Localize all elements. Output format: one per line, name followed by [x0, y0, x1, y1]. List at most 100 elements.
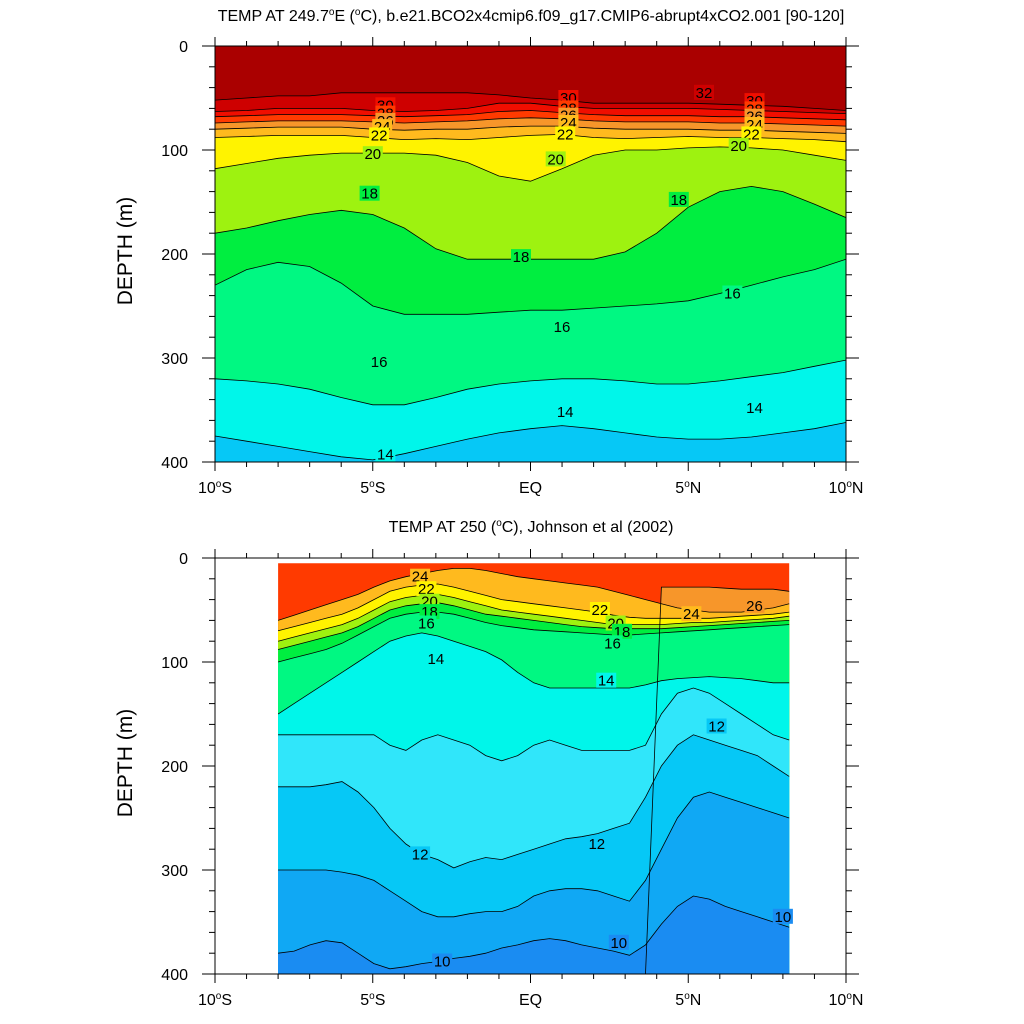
x-tick-label: 5oN	[675, 479, 701, 497]
y-tick-label: 200	[161, 759, 188, 776]
isotherm-10	[278, 895, 790, 970]
isotherm-26	[215, 117, 846, 127]
contour-label-bg	[728, 137, 749, 153]
x-tick-label: EQ	[519, 480, 542, 497]
y-tick-label: 100	[161, 143, 188, 160]
isotherm-12	[215, 422, 846, 461]
y-tick-label: 400	[161, 967, 188, 984]
contour-label-bg	[608, 934, 629, 950]
contour-label: 20	[730, 138, 747, 155]
contour-label-bg	[419, 604, 440, 620]
isotherm-30	[215, 102, 846, 114]
panel-top-title: TEMP AT 249.7oE (oC), b.e21.BCO2x4cmip6.…	[218, 7, 845, 25]
y-tick-label: 100	[161, 655, 188, 672]
contour-label: 16	[371, 354, 388, 371]
x-tick-label: 10oS	[198, 991, 232, 1009]
isotherm-14	[215, 359, 846, 406]
contour-label-bg	[681, 606, 702, 622]
contour-label-bg	[410, 568, 431, 584]
panel-top-plot: 3028262422203028262422203230282624222018…	[161, 37, 863, 497]
contour-label: 24	[683, 606, 700, 623]
y-tick-label: 300	[161, 863, 188, 880]
isotherm-12	[278, 734, 790, 869]
contour-label-bg	[416, 581, 437, 597]
y-tick-label: 0	[179, 39, 188, 56]
panel-bottom-plot: 24222018161422201816142426121212101010 1…	[161, 549, 863, 1009]
isotherm-14	[278, 632, 790, 715]
contour-label: 16	[724, 286, 741, 303]
isotherm-18	[278, 602, 790, 650]
contour-label-bg	[425, 650, 446, 666]
contour-label: 14	[598, 673, 615, 690]
panel-top-contour-labels: 3028262422203028262422203230282624222018…	[359, 84, 765, 464]
temp-band-10	[278, 896, 790, 974]
isotherm-16	[278, 611, 790, 663]
contour-label: 16	[604, 635, 621, 652]
contour-label-bg	[432, 953, 453, 969]
contour-label: 22	[557, 126, 574, 143]
contour-label-bg	[694, 84, 714, 100]
isotherm-32	[215, 92, 846, 111]
contour-label: 12	[708, 719, 725, 736]
contour-label-bg	[369, 354, 390, 370]
contour-label: 26	[746, 598, 763, 615]
x-tick-label: 5oS	[360, 479, 385, 497]
contour-label: 22	[371, 127, 388, 144]
contour-label-bg	[602, 635, 623, 651]
contour-label-bg	[589, 602, 610, 617]
contour-label: 14	[557, 404, 574, 421]
contour-label: 18	[670, 192, 687, 209]
isotherm-24	[215, 125, 846, 134]
contour-label: 22	[592, 602, 609, 619]
x-tick-label: 10oN	[829, 479, 864, 497]
contour-label: 18	[361, 186, 378, 203]
contour-label-bg	[555, 404, 576, 420]
contour-label: 16	[418, 616, 435, 633]
contour-label-bg	[362, 146, 383, 162]
contour-label: 14	[746, 400, 763, 417]
contour-label-bg	[596, 672, 617, 688]
contour-label-bg	[668, 191, 689, 207]
x-tick-label: 5oN	[675, 991, 701, 1009]
isotherm-24	[278, 568, 790, 621]
panel-bottom: TEMP AT 250 (oC), Johnson et al (2002) D…	[114, 518, 863, 1009]
contour-label: 14	[377, 447, 394, 464]
x-tick-label: 5oS	[360, 991, 385, 1009]
contour-label-bg	[511, 249, 531, 265]
isotherm-22	[278, 583, 790, 632]
panel-bottom-axes: 10oS 5oS EQ 5oN 10oN 0 100 200 300 400	[161, 549, 863, 1009]
y-tick-label: 200	[161, 247, 188, 264]
temp-band-14	[215, 360, 846, 462]
contour-label: 10	[434, 954, 451, 971]
isotherm-11	[278, 791, 790, 918]
panel-bottom-contour-labels: 24222018161422201816142426121212101010	[410, 568, 793, 971]
x-tick-label: 10oS	[198, 479, 232, 497]
panel-bottom-fills	[278, 563, 790, 974]
contour-label-bg	[410, 846, 431, 862]
panel-bottom-isotherms	[278, 568, 790, 974]
contour-label: 14	[428, 651, 445, 668]
contour-label-bg	[706, 718, 727, 734]
contour-label: 20	[364, 146, 381, 163]
isotherm-20	[278, 593, 790, 642]
x-tick-label: 10oN	[829, 991, 864, 1009]
contour-label-bg	[558, 115, 579, 130]
contour-label-bg	[369, 127, 390, 143]
contour-label-bg	[416, 615, 437, 631]
contour-label: 10	[610, 935, 627, 952]
contour-label-bg	[722, 285, 743, 301]
y-tick-label: 300	[161, 351, 188, 368]
isotherm-28	[215, 110, 846, 121]
contour-label-bg	[612, 623, 632, 639]
panel-bottom-ylabel: DEPTH (m)	[114, 709, 137, 818]
contour-label-bg	[552, 318, 572, 334]
contour-label: 20	[547, 151, 564, 168]
contour-label: 32	[696, 85, 713, 102]
y-tick-label: 400	[161, 455, 188, 472]
contour-label-bg	[744, 597, 765, 613]
y-tick-label: 0	[179, 551, 188, 568]
contour-label: 12	[412, 846, 429, 863]
x-tick-label: EQ	[519, 992, 542, 1009]
isotherm-26	[278, 586, 790, 974]
